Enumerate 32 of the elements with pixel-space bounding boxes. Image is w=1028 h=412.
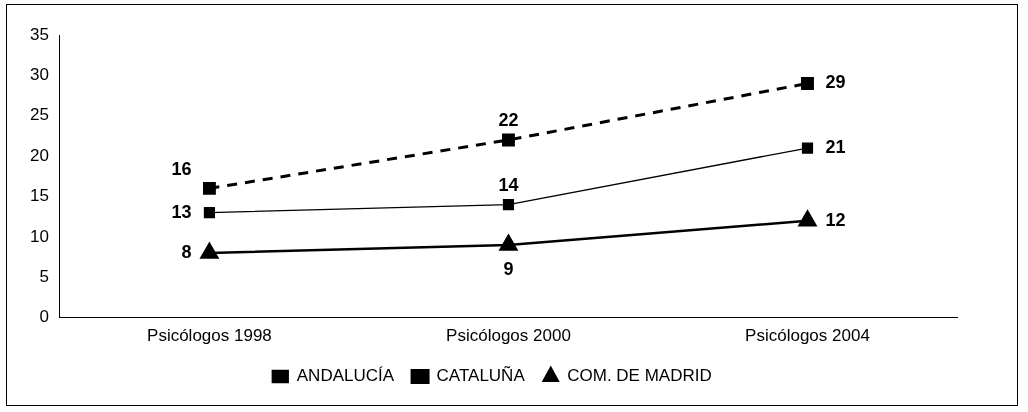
x-tick-label: Psicólogos 2004 bbox=[745, 326, 870, 346]
y-tick-label: 5 bbox=[39, 266, 49, 286]
data-label: 12 bbox=[825, 209, 846, 230]
y-tick-label: 25 bbox=[29, 105, 49, 125]
point bbox=[499, 234, 518, 251]
x-tick-label: Psicólogos 2000 bbox=[446, 326, 571, 346]
point bbox=[202, 181, 216, 195]
y-tick-label: 15 bbox=[29, 186, 49, 206]
point bbox=[203, 207, 216, 219]
data-label: 14 bbox=[498, 174, 519, 195]
y-tick-label: 35 bbox=[29, 24, 49, 44]
x-tick-label: Psicólogos 1998 bbox=[147, 326, 272, 346]
point bbox=[502, 198, 515, 211]
data-label: 21 bbox=[825, 137, 846, 158]
legend-label: CATALUÑA bbox=[436, 366, 526, 386]
point bbox=[502, 133, 515, 147]
legend-label: COM. DE MADRID bbox=[567, 366, 712, 386]
point bbox=[801, 142, 814, 154]
data-label: 8 bbox=[181, 241, 192, 262]
data-label: 9 bbox=[503, 258, 514, 279]
data-label: 13 bbox=[171, 201, 192, 222]
y-tick-label: 30 bbox=[29, 65, 49, 85]
legend-label: ANDALUCÍA bbox=[296, 366, 395, 386]
point bbox=[200, 242, 219, 259]
point bbox=[798, 210, 817, 227]
y-tick-label: 0 bbox=[39, 307, 49, 327]
data-label: 29 bbox=[825, 72, 846, 93]
point bbox=[801, 77, 814, 90]
y-tick-label: 20 bbox=[29, 145, 49, 165]
y-tick-label: 10 bbox=[29, 226, 49, 246]
data-label: 16 bbox=[171, 159, 192, 180]
data-label: 22 bbox=[498, 109, 519, 130]
